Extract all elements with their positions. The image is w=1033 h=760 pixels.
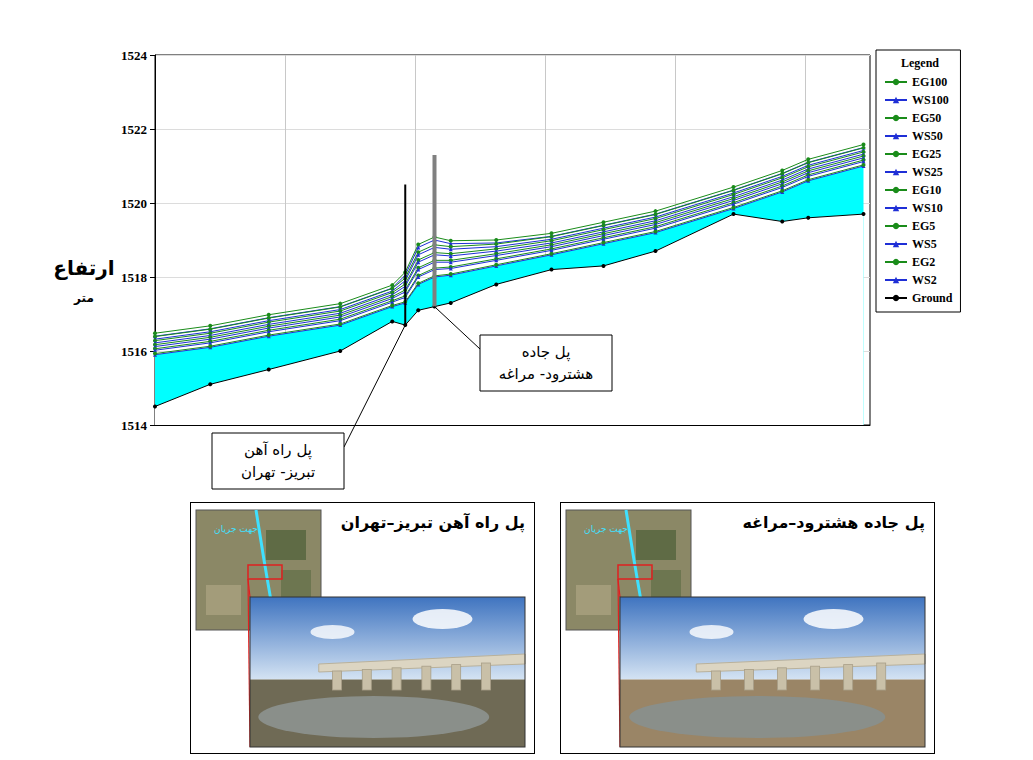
- svg-text:EG10: EG10: [912, 183, 941, 197]
- svg-text:1524: 1524: [121, 48, 148, 63]
- svg-text:پل جاده: پل جاده: [522, 343, 571, 362]
- svg-text:Ground: Ground: [912, 291, 953, 305]
- svg-text:1514: 1514: [121, 418, 148, 433]
- svg-text:EG2: EG2: [912, 255, 935, 269]
- svg-text:متر: متر: [73, 291, 94, 305]
- svg-text:WS25: WS25: [912, 165, 943, 179]
- svg-text:ارتفاع: ارتفاع: [53, 256, 114, 280]
- svg-text:EG5: EG5: [912, 219, 935, 233]
- svg-text:WS2: WS2: [912, 273, 937, 287]
- svg-text:1522: 1522: [121, 122, 147, 137]
- svg-text:WS50: WS50: [912, 129, 943, 143]
- svg-text:هشترود- مراغه: هشترود- مراغه: [499, 365, 594, 383]
- svg-text:EG50: EG50: [912, 111, 941, 125]
- svg-text:1520: 1520: [121, 196, 147, 211]
- svg-text:تبریز- تهران: تبریز- تهران: [241, 463, 315, 481]
- svg-text:پل جاده هشترود–مراغه: پل جاده هشترود–مراغه: [742, 513, 925, 533]
- svg-text:جهت جریان: جهت جریان: [584, 524, 628, 534]
- svg-text:WS10: WS10: [912, 201, 943, 215]
- svg-text:پل راه آهن تبریز–تهران: پل راه آهن تبریز–تهران: [341, 512, 525, 533]
- svg-text:EG100: EG100: [912, 75, 947, 89]
- svg-text:Legend: Legend: [901, 56, 939, 70]
- svg-text:1516: 1516: [121, 344, 148, 359]
- svg-text:جهت جریان: جهت جریان: [214, 524, 258, 534]
- svg-text:WS5: WS5: [912, 237, 937, 251]
- svg-text:EG25: EG25: [912, 147, 941, 161]
- svg-text:1518: 1518: [121, 270, 148, 285]
- svg-text:پل راه آهن: پل راه آهن: [244, 441, 312, 460]
- svg-text:WS100: WS100: [912, 93, 949, 107]
